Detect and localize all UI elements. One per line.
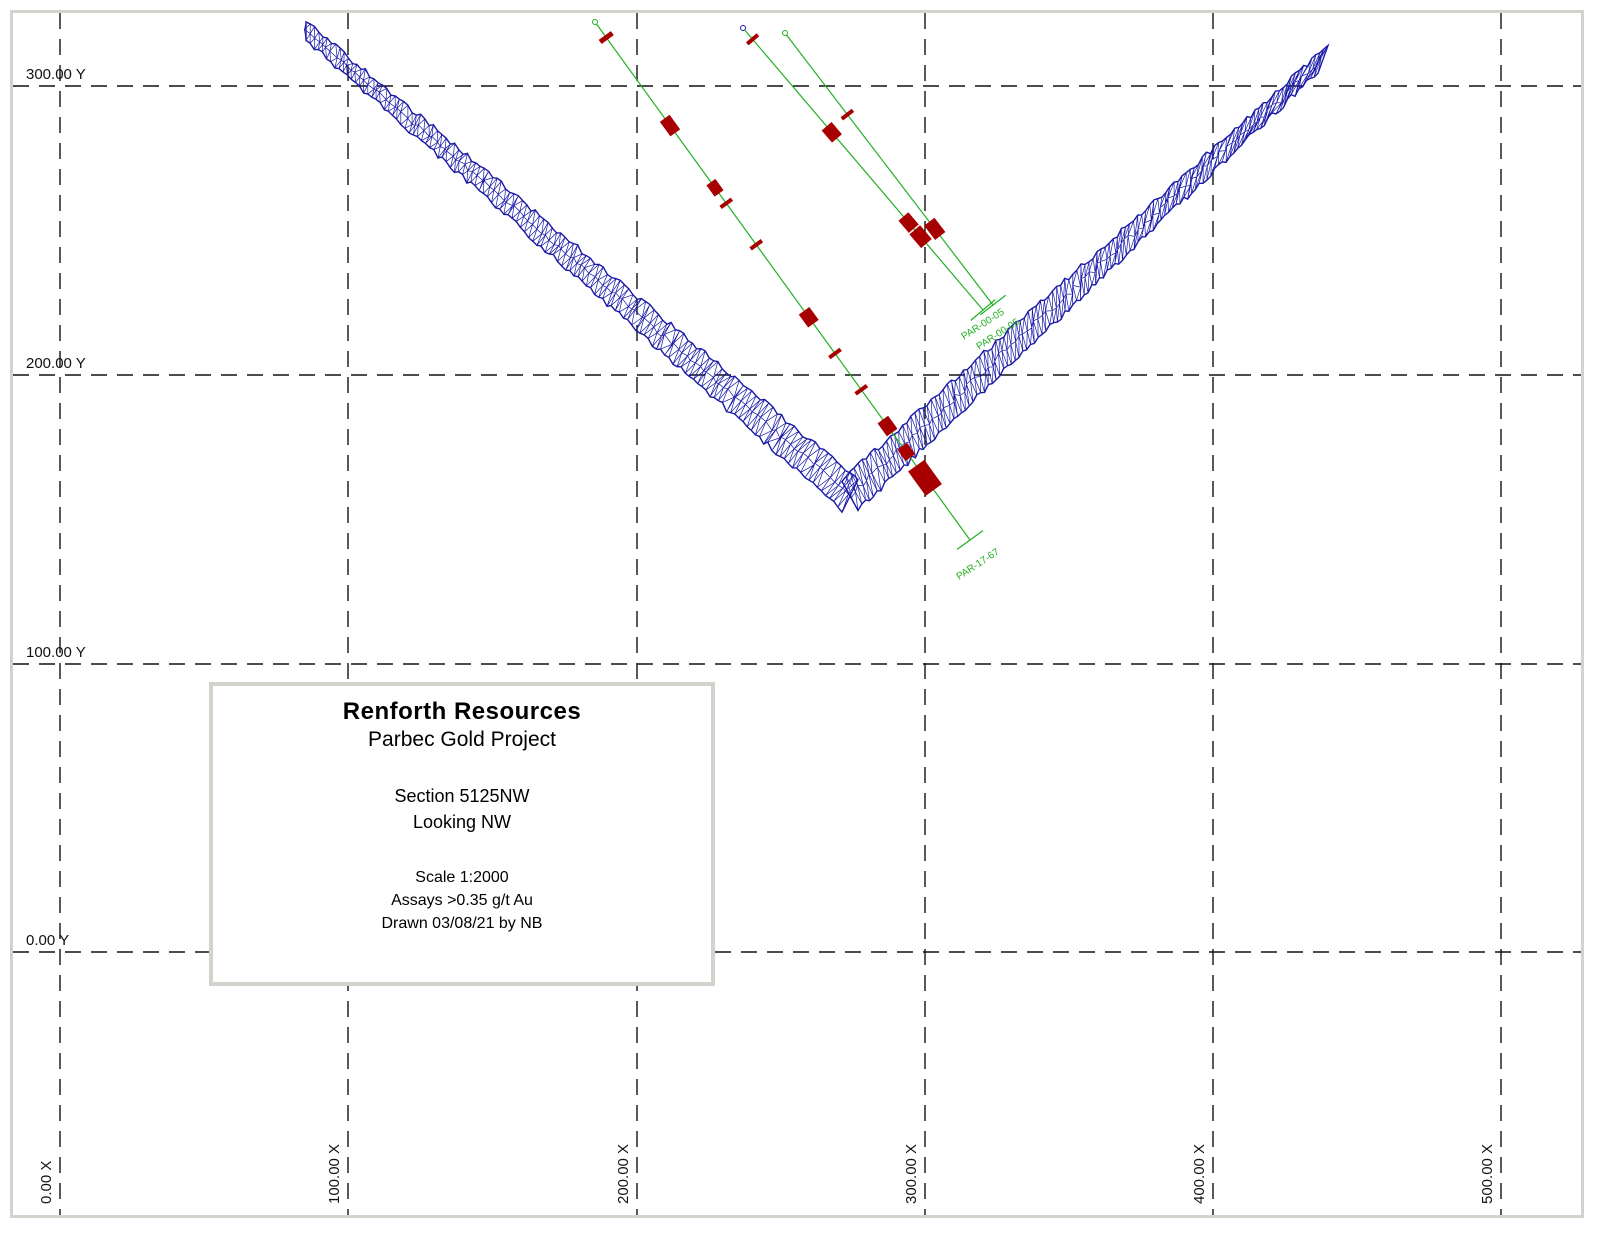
drillhole-b-assay-0 bbox=[745, 33, 760, 46]
drillhole-b-assay-1 bbox=[821, 122, 842, 143]
drillhole-c-assay-1 bbox=[924, 217, 946, 240]
drillhole-par-17-67-assay-3 bbox=[719, 197, 734, 210]
y-label-200: 200.00 Y bbox=[26, 355, 86, 372]
map-scale: Scale 1:2000 bbox=[415, 869, 509, 886]
drillhole-par-17-67-assay-9 bbox=[897, 442, 916, 462]
drillhole-par-17-67-assay-2 bbox=[706, 178, 724, 197]
drillhole-b-collar bbox=[740, 25, 746, 31]
wireframe-right-limb-mesh bbox=[841, 45, 1329, 512]
drillhole-par-17-67-end-tick bbox=[956, 530, 984, 550]
drillhole-par-17-67-assay-8 bbox=[877, 415, 898, 437]
grid-lines bbox=[13, 13, 1581, 1215]
drillhole-par-17-67-assay-6 bbox=[828, 347, 842, 360]
x-label-300: 300.00 X bbox=[903, 1143, 920, 1204]
drillhole-par-17-67-assay-7 bbox=[854, 384, 869, 396]
wireframe-left-limb bbox=[303, 20, 859, 514]
drillhole-par-17-67-assay-5 bbox=[798, 306, 819, 328]
section-name: Section 5125NW bbox=[394, 786, 530, 806]
view-direction: Looking NW bbox=[412, 812, 512, 832]
mineralized-wireframe bbox=[303, 20, 1330, 514]
project-name: Parbec Gold Project bbox=[368, 728, 556, 751]
x-label-100: 100.00 X bbox=[326, 1143, 343, 1204]
drillhole-c: PAR-00-05 bbox=[782, 30, 1022, 353]
drillhole-b: PAR-00-05 bbox=[740, 25, 1007, 343]
drillhole-par-17-67-assay-1 bbox=[659, 114, 681, 137]
drillhole-par-17-67-collar bbox=[592, 19, 598, 25]
drillhole-c-trace bbox=[784, 32, 994, 306]
assay-cutoff: Assays >0.35 g/t Au bbox=[391, 892, 533, 909]
drawn-by: Drawn 03/08/21 by NB bbox=[381, 915, 543, 932]
drillhole-c-collar bbox=[782, 30, 788, 36]
drillhole-par-17-67-assay-0 bbox=[598, 31, 614, 44]
wireframe-left-limb-outline bbox=[305, 20, 859, 514]
drillhole-c-end-tick bbox=[979, 294, 1007, 316]
y-label-100: 100.00 Y bbox=[26, 644, 86, 661]
title-block: Renforth Resources Parbec Gold Project S… bbox=[209, 682, 715, 986]
drillhole-par-17-67: PAR-17-67 bbox=[592, 19, 1002, 583]
drillhole-b-assay-2 bbox=[898, 212, 919, 233]
drillhole-par-17-67-assay-4 bbox=[749, 239, 764, 251]
drawing-frame bbox=[10, 10, 1584, 1218]
drillhole-c-assay-0 bbox=[840, 108, 855, 121]
drillhole-b-assay-3 bbox=[909, 225, 932, 249]
y-label-0: 0.00 Y bbox=[26, 932, 70, 949]
x-label-0: 0.00 X bbox=[38, 1160, 55, 1204]
y-label-300: 300.00 Y bbox=[26, 66, 86, 83]
x-label-200: 200.00 X bbox=[615, 1143, 632, 1204]
wireframe-right-limb-outline bbox=[841, 43, 1330, 512]
wireframe-left-limb-mesh bbox=[303, 21, 859, 513]
x-label-400: 400.00 X bbox=[1191, 1143, 1208, 1204]
drillhole-par-17-67-assay-10 bbox=[908, 459, 942, 496]
drillhole-par-17-67-label: PAR-17-67 bbox=[955, 547, 1002, 583]
x-label-500: 500.00 X bbox=[1479, 1143, 1496, 1204]
company-name: Renforth Resources bbox=[342, 698, 582, 725]
wireframe-right-limb bbox=[841, 43, 1330, 512]
drillhole-b-trace bbox=[742, 27, 984, 311]
drillhole-par-17-67-trace bbox=[594, 21, 971, 541]
